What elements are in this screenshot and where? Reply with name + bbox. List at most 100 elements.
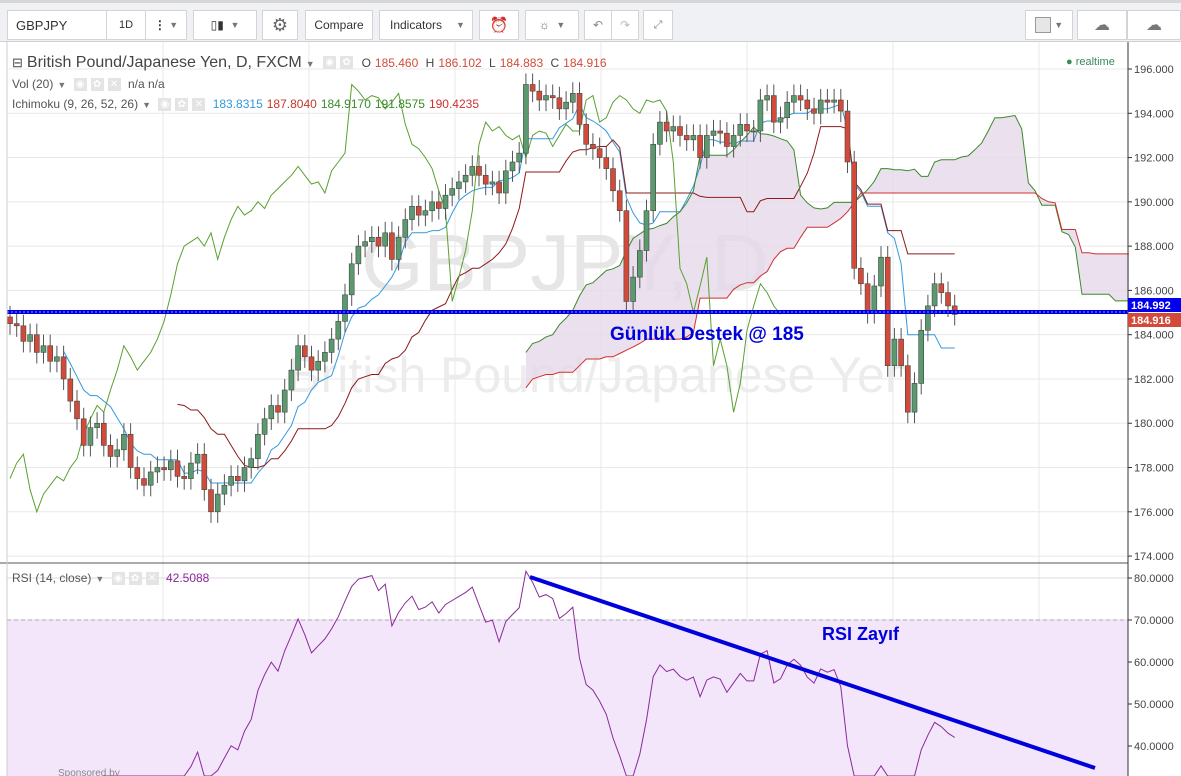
candle-down bbox=[301, 345, 308, 358]
candle-down bbox=[683, 135, 690, 141]
close-icon[interactable]: ✕ bbox=[107, 78, 121, 92]
chevron-down-icon[interactable]: ▼ bbox=[305, 59, 315, 69]
candle-up bbox=[255, 434, 261, 459]
candle-up bbox=[154, 467, 161, 473]
candle-up bbox=[502, 170, 509, 194]
candle-up bbox=[509, 161, 516, 172]
candle-up bbox=[194, 453, 201, 464]
candle-up bbox=[449, 188, 456, 196]
candle-up bbox=[295, 345, 301, 371]
chevron-down-icon[interactable]: ▼ bbox=[142, 100, 151, 110]
candle-down bbox=[74, 400, 80, 420]
indicators-button[interactable]: Indicators ▼ bbox=[379, 10, 473, 40]
support-annotation: Günlük Destek @ 185 bbox=[610, 324, 804, 345]
candle-up bbox=[710, 130, 717, 136]
settings-button[interactable]: ⚙ bbox=[262, 10, 298, 40]
gear-icon[interactable]: ✿ bbox=[90, 78, 104, 92]
price-tick-label: 174.000 bbox=[1134, 551, 1174, 563]
toolbar: GBPJPY 1D ⋮ ▼ ▯▮ ▼ ⚙ Compare Indicators ▼… bbox=[0, 0, 1181, 42]
candle-down bbox=[744, 124, 750, 132]
ichimoku-title[interactable]: Ichimoku (9, 26, 52, 26) bbox=[12, 97, 139, 111]
candle-down bbox=[208, 489, 214, 513]
candle-up bbox=[690, 135, 697, 141]
candle-down bbox=[938, 283, 945, 293]
o-label: O bbox=[361, 56, 371, 70]
vol-title[interactable]: Vol (20) bbox=[12, 77, 54, 91]
gear-icon[interactable]: ✿ bbox=[175, 98, 189, 112]
candle-up bbox=[248, 458, 254, 468]
undo-button[interactable]: ↶ bbox=[584, 10, 612, 40]
candle-down bbox=[181, 476, 187, 479]
interval-button[interactable]: 1D bbox=[106, 10, 146, 40]
candle-down bbox=[141, 478, 147, 486]
candle-up bbox=[328, 338, 335, 353]
candle-up bbox=[382, 232, 389, 247]
candle-down bbox=[858, 267, 864, 285]
chart-area[interactable]: GBPJPY, D British Pound/Japanese Yen Gün… bbox=[0, 42, 1181, 776]
rsi-title[interactable]: RSI (14, close) bbox=[12, 571, 92, 585]
fullscreen-button[interactable]: ⤢ bbox=[643, 10, 673, 40]
chart-style-button[interactable]: ▯▮ ▼ bbox=[193, 10, 257, 40]
collapse-icon[interactable]: ⊟ bbox=[12, 55, 23, 70]
price-tick-label: 188.000 bbox=[1134, 241, 1174, 253]
gear-icon[interactable]: ✿ bbox=[128, 572, 142, 586]
candle-up bbox=[442, 194, 449, 209]
candle-down bbox=[623, 210, 630, 302]
symbol-input[interactable]: GBPJPY bbox=[7, 10, 107, 40]
candle-down bbox=[610, 168, 616, 192]
undo-icon: ↶ bbox=[592, 18, 604, 32]
eye-icon[interactable]: ◉ bbox=[158, 98, 172, 112]
eye-icon[interactable]: ◉ bbox=[323, 56, 337, 70]
rsi-trendline[interactable] bbox=[529, 575, 1096, 770]
alarm-add-icon: ⏰ bbox=[489, 17, 509, 34]
gear-icon[interactable]: ✿ bbox=[340, 56, 354, 70]
candle-down bbox=[904, 365, 911, 413]
save-chart-button[interactable]: ☁ bbox=[1127, 10, 1181, 40]
alert-button[interactable]: ⏰ bbox=[479, 10, 519, 40]
candle-down bbox=[174, 460, 181, 477]
interval-dropdown[interactable]: ⋮ ▼ bbox=[145, 10, 187, 40]
tenkan-value: 183.8315 bbox=[212, 97, 263, 111]
chevron-down-icon[interactable]: ▼ bbox=[57, 80, 67, 90]
price-tick-label: 182.000 bbox=[1134, 374, 1174, 386]
price-tick-label: 190.000 bbox=[1134, 197, 1174, 209]
candle-up bbox=[54, 356, 60, 362]
candle-down bbox=[308, 356, 315, 371]
candle-down bbox=[797, 95, 804, 101]
candle-up bbox=[261, 418, 268, 435]
candle-up bbox=[569, 93, 576, 103]
tenkan-line bbox=[63, 103, 955, 484]
candle-up bbox=[342, 294, 348, 322]
candle-down bbox=[945, 292, 951, 307]
color-button[interactable]: ▼ bbox=[1025, 10, 1073, 40]
vol-legend: Vol (20) ▼ ◉ ✿ ✕ n/a n/a bbox=[12, 77, 169, 92]
price-tick-label: 196.000 bbox=[1134, 64, 1174, 76]
chevron-down-icon[interactable]: ▼ bbox=[95, 574, 105, 584]
ideas-button[interactable]: ☼ ▼ bbox=[525, 10, 579, 40]
load-chart-button[interactable]: ☁ bbox=[1077, 10, 1127, 40]
candle-down bbox=[496, 181, 502, 194]
candle-up bbox=[429, 201, 435, 211]
eye-icon[interactable]: ◉ bbox=[111, 572, 125, 586]
candle-up bbox=[791, 95, 797, 103]
candle-up bbox=[730, 135, 737, 147]
eye-icon[interactable]: ◉ bbox=[73, 78, 87, 92]
rsi-value: 42.5088 bbox=[165, 571, 210, 585]
chikou-line bbox=[9, 83, 781, 514]
candle-down bbox=[80, 418, 87, 446]
cloud-upload-icon: ☁ bbox=[1146, 17, 1162, 34]
candle-up bbox=[395, 236, 402, 260]
candle-down bbox=[864, 283, 871, 313]
candle-down bbox=[275, 405, 281, 413]
candle-down bbox=[7, 316, 13, 324]
compare-button[interactable]: Compare bbox=[305, 10, 373, 40]
close-icon[interactable]: ✕ bbox=[192, 98, 206, 112]
redo-button[interactable]: ↷ bbox=[611, 10, 639, 40]
candle-up bbox=[355, 245, 362, 265]
candle-up bbox=[87, 427, 94, 446]
price-axis[interactable]: 196.000 194.000 192.000 190.000 188.000 186.0… bbox=[1128, 64, 1181, 753]
cloud-download-icon: ☁ bbox=[1094, 17, 1110, 34]
candle-up bbox=[27, 334, 33, 342]
last-price-badge bbox=[1128, 313, 1181, 327]
close-icon[interactable]: ✕ bbox=[145, 572, 159, 586]
